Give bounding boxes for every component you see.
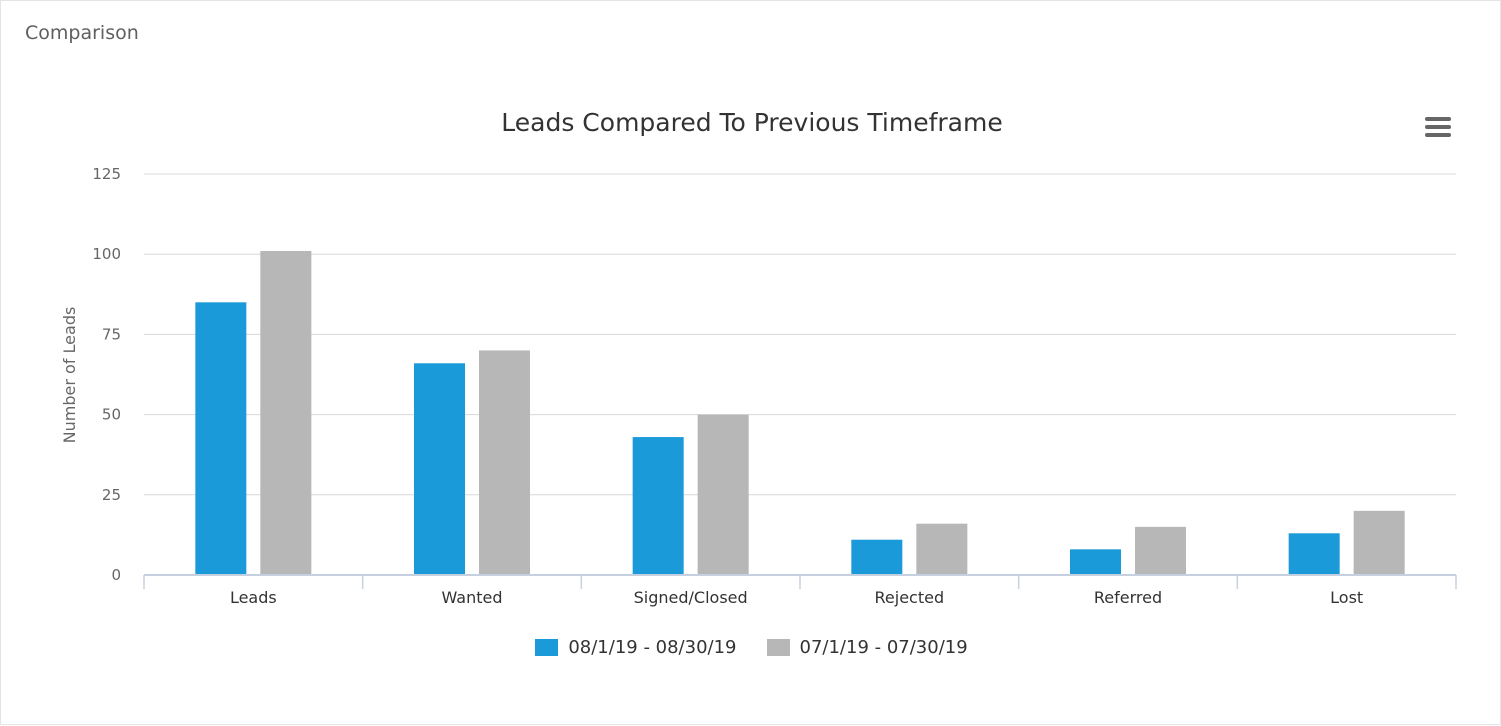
x-tick-label: Rejected bbox=[875, 588, 945, 607]
panel-title: Comparison bbox=[25, 22, 139, 44]
bar-current[interactable] bbox=[1288, 533, 1340, 575]
chart-menu-button[interactable] bbox=[1425, 117, 1453, 141]
hamburger-menu-icon-line bbox=[1425, 133, 1451, 137]
bar-previous[interactable] bbox=[916, 523, 968, 575]
bars bbox=[195, 250, 1405, 575]
hamburger-menu-icon-line bbox=[1425, 125, 1451, 129]
legend-label-current: 08/1/19 - 08/30/19 bbox=[568, 637, 737, 658]
y-axis-label: Number of Leads bbox=[60, 307, 79, 444]
legend-swatch-previous bbox=[766, 639, 790, 656]
bar-current[interactable] bbox=[195, 302, 247, 575]
grid-lines: 0 25 50 75 100 125 bbox=[92, 165, 1456, 584]
legend-item-previous[interactable]: 07/1/19 - 07/30/19 bbox=[766, 637, 968, 658]
y-tick-label: 25 bbox=[102, 486, 121, 504]
legend-label-previous: 07/1/19 - 07/30/19 bbox=[799, 637, 968, 658]
x-axis: Leads Wanted Signed/Closed Rejected Referred… bbox=[143, 574, 1457, 607]
x-tick-label: Leads bbox=[230, 588, 277, 607]
x-tick-label: Wanted bbox=[441, 588, 502, 607]
y-tick-label: 50 bbox=[102, 406, 121, 424]
legend-swatch-current bbox=[535, 639, 559, 656]
chart-title: Leads Compared To Previous Timeframe bbox=[501, 108, 1002, 137]
bar-previous[interactable] bbox=[1353, 510, 1405, 575]
bar-current[interactable] bbox=[1070, 549, 1121, 575]
legend-item-current[interactable]: 08/1/19 - 08/30/19 bbox=[535, 637, 737, 658]
y-tick-label: 125 bbox=[92, 165, 121, 183]
x-tick-label: Signed/Closed bbox=[634, 588, 748, 607]
x-tick-label: Referred bbox=[1094, 588, 1162, 607]
bar-previous[interactable] bbox=[697, 414, 749, 575]
bar-current[interactable] bbox=[414, 363, 465, 575]
bar-previous[interactable] bbox=[260, 250, 312, 575]
hamburger-menu-icon bbox=[1425, 117, 1451, 121]
y-tick-label: 0 bbox=[111, 566, 121, 584]
y-tick-label: 100 bbox=[92, 245, 121, 263]
chart-legend: 08/1/19 - 08/30/19 07/1/19 - 07/30/19 bbox=[1, 637, 1501, 658]
y-tick-label: 75 bbox=[102, 325, 121, 343]
bar-previous[interactable] bbox=[1135, 526, 1186, 575]
x-tick-label: Lost bbox=[1330, 588, 1363, 607]
bar-current[interactable] bbox=[632, 437, 684, 575]
bar-previous[interactable] bbox=[479, 350, 530, 575]
bar-current[interactable] bbox=[851, 539, 903, 575]
